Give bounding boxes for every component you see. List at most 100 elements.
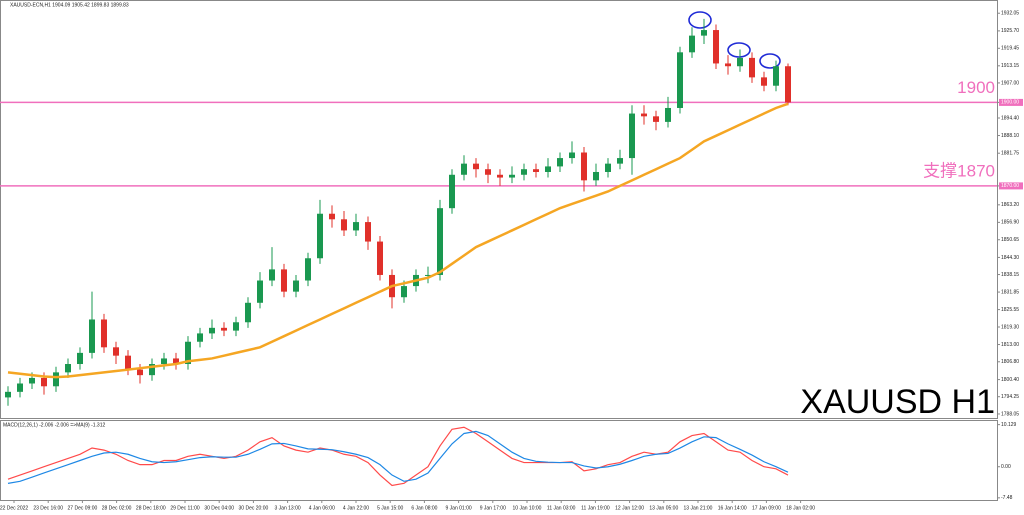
- y-tick-label: 1788.05: [1001, 411, 1019, 417]
- candle-body: [725, 63, 731, 67]
- candle-body: [497, 174, 503, 178]
- candle-body: [17, 383, 23, 392]
- y-tick-label: 1913.15: [1001, 63, 1019, 69]
- candle-body: [785, 66, 791, 103]
- x-tick-label: 17 Jan 09:00: [752, 505, 781, 511]
- candle-body: [677, 52, 683, 108]
- candle-body: [257, 280, 263, 303]
- candle-body: [197, 333, 203, 342]
- candle-body: [221, 327, 227, 331]
- candle-body: [557, 158, 563, 167]
- candle-body: [521, 169, 527, 175]
- candle-body: [605, 163, 611, 172]
- candle-body: [353, 222, 359, 231]
- x-tick-label: 10 Jan 10:00: [513, 505, 542, 511]
- candle-body: [137, 369, 143, 376]
- candle-body: [701, 30, 707, 36]
- candle-body: [269, 269, 275, 281]
- candle-body: [449, 174, 455, 209]
- macd-y-tick-label: -7.48: [1001, 495, 1013, 501]
- x-tick-label: 29 Dec 11:00: [170, 505, 200, 511]
- x-tick-label: 28 Dec 02:00: [102, 505, 132, 511]
- y-tick-label: 1907.00: [1001, 80, 1019, 86]
- y-tick-label: 1925.70: [1001, 28, 1019, 34]
- candle-body: [629, 113, 635, 159]
- candle-body: [545, 166, 551, 172]
- y-tick-highlight: [999, 182, 1023, 190]
- candle-body: [317, 213, 323, 259]
- candle-body: [533, 169, 539, 172]
- h-line-label: 支撑1870: [923, 161, 995, 180]
- x-tick-label: 6 Jan 08:00: [411, 505, 437, 511]
- candle-body: [773, 66, 779, 86]
- candle-body: [29, 377, 35, 384]
- macd-y-tick-label: 10.129: [1001, 422, 1017, 428]
- x-tick-label: 22 Dec 2022: [0, 505, 28, 511]
- candle-body: [689, 35, 695, 53]
- candle-body: [305, 258, 311, 281]
- x-tick-label: 13 Jan 05:00: [649, 505, 678, 511]
- candle-body: [89, 319, 95, 353]
- macd-label: MACD(12,26,1) -2.006 -2.006 =>MA(9) -1.3…: [3, 422, 105, 428]
- candle-body: [113, 347, 119, 356]
- y-tick-label: 1819.30: [1001, 324, 1019, 330]
- moving-average: [7, 102, 789, 379]
- x-tick-label: 4 Jan 06:00: [309, 505, 335, 511]
- x-tick-label: 30 Dec 04:00: [204, 505, 234, 511]
- peak-circle: [759, 53, 781, 69]
- candle-body: [593, 171, 599, 181]
- x-tick-label: 30 Dec 20:00: [239, 505, 269, 511]
- candle-body: [5, 391, 11, 398]
- candle-body: [665, 107, 671, 122]
- y-tick-label: 1894.40: [1001, 115, 1019, 121]
- candle-body: [173, 358, 179, 365]
- candle-body: [41, 377, 47, 387]
- y-tick-label: 1806.80: [1001, 359, 1019, 365]
- h-line-label: 1900: [957, 78, 995, 97]
- candle-body: [377, 241, 383, 275]
- x-tick-label: 27 Dec 09:00: [68, 505, 98, 511]
- candle-body: [473, 163, 479, 170]
- candle-body: [185, 341, 191, 365]
- x-tick-label: 23 Dec 16:00: [33, 505, 63, 511]
- x-tick-label: 18 Jan 02:00: [786, 505, 815, 511]
- candle-body: [149, 364, 155, 376]
- candle-body: [209, 327, 215, 334]
- candle-body: [53, 372, 59, 387]
- x-tick-label: 11 Jan 03:00: [547, 505, 576, 511]
- y-tick-highlight: [999, 98, 1023, 106]
- y-tick-label: 1838.15: [1001, 272, 1019, 278]
- candle-body: [77, 352, 83, 365]
- y-tick-label: 1856.90: [1001, 220, 1019, 226]
- x-tick-label: 4 Jan 22:00: [343, 505, 369, 511]
- y-tick-label: 1800.40: [1001, 377, 1019, 383]
- macd-line: [7, 430, 789, 484]
- y-tick-label: 1825.55: [1001, 307, 1019, 313]
- candle-body: [245, 302, 251, 323]
- macd-frame: [0, 420, 998, 501]
- y-tick-label: 1881.75: [1001, 151, 1019, 157]
- y-tick-label: 1794.25: [1001, 394, 1019, 400]
- x-tick-label: 9 Jan 01:00: [446, 505, 472, 511]
- x-tick-label: 13 Jan 21:00: [684, 505, 713, 511]
- candle-body: [641, 113, 647, 117]
- macd-y-tick-label: 0.00: [1001, 464, 1011, 470]
- y-tick-label: 1932.05: [1001, 11, 1019, 17]
- chart-title: XAUUSD-ECN,H1 1904.09 1905.42 1899.83 18…: [10, 2, 129, 8]
- peak-markers: [688, 11, 781, 69]
- y-tick-label: 1850.65: [1001, 237, 1019, 243]
- candle-body: [329, 213, 335, 220]
- candle-body: [653, 116, 659, 122]
- x-tick-label: 28 Dec 18:00: [136, 505, 166, 511]
- candle-body: [425, 274, 431, 276]
- x-tick-label: 16 Jan 14:00: [718, 505, 747, 511]
- candle-body: [101, 319, 107, 348]
- y-tick-label: 1813.00: [1001, 342, 1019, 348]
- x-tick-label: 12 Jan 12:00: [615, 505, 644, 511]
- y-tick-label: 1831.85: [1001, 289, 1019, 295]
- y-tick-label: 1900.00: [1001, 100, 1019, 106]
- candle-body: [617, 158, 623, 164]
- watermark: XAUUSD H1: [800, 383, 995, 421]
- candle-body: [461, 163, 467, 175]
